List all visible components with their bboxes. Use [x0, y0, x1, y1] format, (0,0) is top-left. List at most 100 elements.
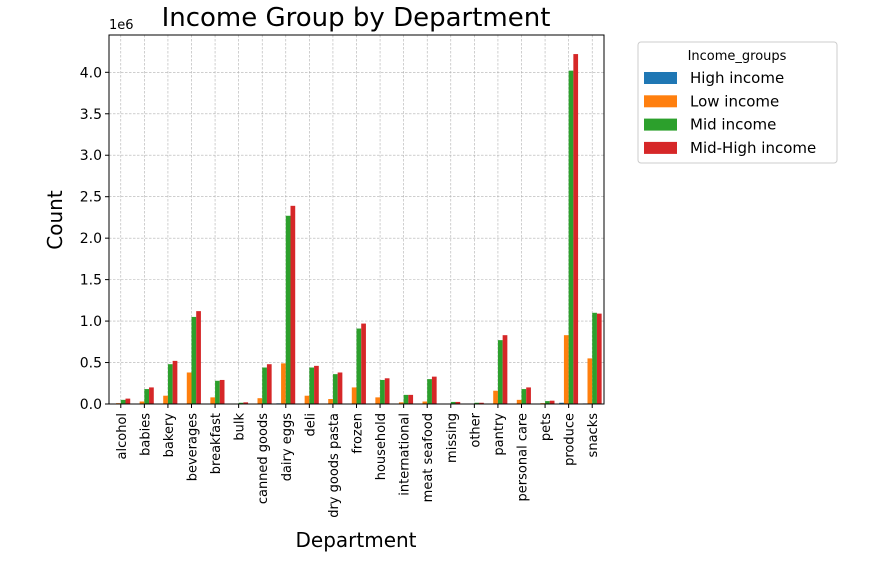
legend-swatch: [644, 95, 677, 108]
legend-label: Low income: [690, 92, 779, 110]
x-tick-label: bakery: [162, 413, 177, 458]
bar: [243, 402, 249, 404]
bar: [479, 402, 484, 404]
x-tick-label: alcohol: [115, 413, 130, 459]
y-tick-label: 2.5: [80, 190, 102, 206]
bar: [257, 398, 263, 404]
bar: [356, 328, 362, 404]
bar: [408, 394, 414, 404]
bar: [455, 401, 461, 404]
bar: [262, 367, 267, 404]
bar: [587, 358, 593, 404]
bar: [549, 400, 555, 404]
bar: [328, 399, 333, 404]
bar: [568, 70, 574, 404]
legend: Income_groups High income Low income Mid i…: [637, 41, 838, 164]
bar: [361, 323, 366, 404]
bar: [125, 398, 131, 404]
bar: [474, 402, 480, 404]
bar: [431, 376, 437, 404]
bar: [427, 379, 432, 404]
chart-title: Income Group by Department: [162, 3, 551, 33]
bar: [172, 360, 178, 404]
bars: [111, 54, 602, 405]
bar: [559, 402, 564, 404]
y-tick-label: 1.0: [80, 314, 102, 330]
legend-items: High income Low income Mid income Mid-High …: [644, 69, 816, 157]
legend-box: [637, 41, 838, 164]
bar: [450, 401, 456, 404]
legend-label: Mid income: [690, 116, 776, 134]
legend-label: High income: [690, 69, 784, 87]
x-tick-label: household: [374, 413, 389, 480]
bar: [521, 389, 527, 404]
bar: [563, 335, 569, 404]
legend-title: Income_groups: [688, 49, 787, 64]
bar: [309, 367, 315, 404]
x-axis-title: Department: [295, 528, 416, 552]
bar: [167, 364, 173, 404]
bar: [266, 364, 272, 404]
bar: [196, 311, 201, 404]
y-axis-title: Count: [43, 190, 67, 250]
bar: [526, 387, 531, 404]
bar: [422, 401, 428, 404]
x-tick-label: babies: [138, 413, 153, 456]
x-tick-label: breakfast: [209, 413, 224, 474]
x-tick-label: canned goods: [256, 413, 271, 504]
x-tick-label: international: [398, 413, 413, 496]
x-tick-label: pets: [539, 413, 554, 441]
bar: [215, 380, 220, 404]
legend-swatch: [644, 72, 677, 84]
bar: [398, 402, 404, 404]
y-tick-label: 0.0: [80, 397, 102, 413]
y-tick-label: 3.0: [80, 148, 102, 164]
bar: [210, 397, 216, 404]
bar: [144, 389, 150, 404]
bar: [516, 399, 522, 404]
bar: [545, 401, 550, 404]
bar: [281, 363, 286, 404]
x-tick-label: dairy eggs: [280, 413, 295, 482]
bar: [502, 335, 508, 404]
x-tick-label: produce: [563, 413, 578, 466]
x-tick-label: other: [468, 412, 483, 447]
bar: [592, 312, 597, 404]
bar: [304, 395, 310, 404]
y-tick-label: 0.5: [80, 356, 102, 372]
y-tick-label: 1.5: [80, 273, 102, 289]
bar: [573, 54, 579, 405]
bar: [332, 374, 338, 404]
x-tick-label: frozen: [351, 413, 366, 454]
bar: [380, 379, 385, 404]
bar: [497, 340, 503, 404]
x-tick-label: beverages: [186, 413, 201, 482]
bar: [403, 394, 409, 404]
y-tick-label: 4.0: [80, 65, 102, 81]
bar: [384, 378, 390, 404]
bar: [351, 387, 357, 404]
x-tick-label: snacks: [586, 413, 601, 458]
bar: [375, 397, 381, 404]
bar: [191, 316, 197, 404]
legend-swatch: [644, 141, 677, 154]
legend-swatch: [644, 118, 677, 131]
bar: [186, 372, 192, 404]
x-tick-label: missing: [445, 413, 460, 463]
y-tick-label: 3.5: [80, 107, 102, 123]
bar: [337, 372, 343, 404]
x-axis: alcohol babies bakery beverages breakfast bul…: [115, 404, 601, 518]
bar: [314, 365, 319, 404]
bar: [139, 401, 145, 404]
legend-label: Mid-High income: [690, 139, 816, 157]
y-axis-multiplier: 1e6: [109, 18, 134, 33]
x-tick-label: personal care: [516, 413, 531, 501]
bar: [596, 313, 602, 404]
y-tick-label: 2.0: [80, 231, 102, 247]
x-tick-label: dry goods pasta: [327, 413, 342, 518]
bar: [219, 379, 225, 404]
x-tick-label: meat seafood: [421, 413, 436, 502]
bar: [493, 390, 498, 404]
y-axis: 0.0 0.5 1.0 1.5 2.0 2.5 3.0 3.5 4.0: [80, 65, 109, 413]
